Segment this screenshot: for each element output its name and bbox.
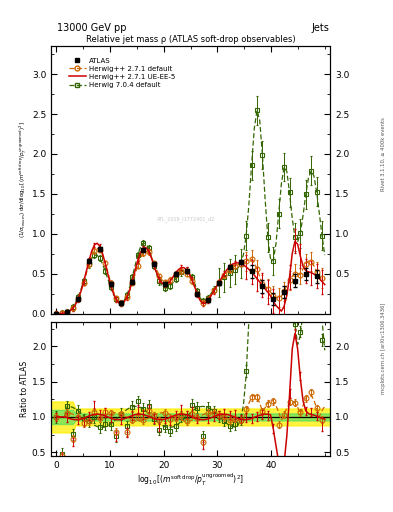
- X-axis label: $\log_{10}[(m^{\rm soft\,drop}/p_T^{\rm ungroomed})^2]$: $\log_{10}[(m^{\rm soft\,drop}/p_T^{\rm …: [137, 472, 244, 488]
- Text: ATL_2019_I1772401_d2: ATL_2019_I1772401_d2: [157, 216, 215, 222]
- Text: 13000 GeV pp: 13000 GeV pp: [57, 23, 127, 33]
- Legend: ATLAS, Herwig++ 2.7.1 default, Herwig++ 2.7.1 UE-EE-5, Herwig 7.0.4 default: ATLAS, Herwig++ 2.7.1 default, Herwig++ …: [66, 55, 178, 91]
- Title: Relative jet mass ρ (ATLAS soft-drop observables): Relative jet mass ρ (ATLAS soft-drop obs…: [86, 35, 296, 44]
- Text: mcplots.cern.ch [arXiv:1306.3436]: mcplots.cern.ch [arXiv:1306.3436]: [381, 303, 386, 394]
- Y-axis label: Ratio to ATLAS: Ratio to ATLAS: [20, 360, 29, 417]
- Y-axis label: $(1/\sigma_{\rm resum})\ \mathrm{d}\sigma/\mathrm{d}\log_{10}[(m^{\rm soft\,drop: $(1/\sigma_{\rm resum})\ \mathrm{d}\sigm…: [18, 121, 29, 239]
- Text: Jets: Jets: [312, 23, 329, 33]
- Text: Rivet 3.1.10, ≥ 400k events: Rivet 3.1.10, ≥ 400k events: [381, 117, 386, 190]
